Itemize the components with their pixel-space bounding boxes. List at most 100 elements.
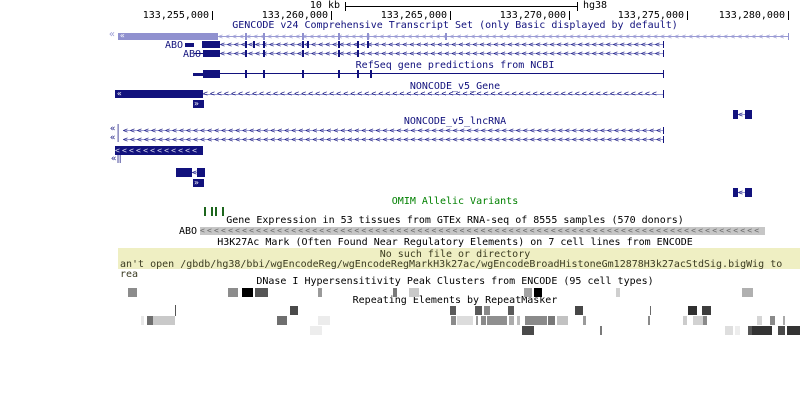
lncrna-2-start-arrow[interactable]: «| xyxy=(110,133,121,143)
repeat-element[interactable] xyxy=(481,316,486,325)
dnase-cluster[interactable] xyxy=(616,288,620,297)
repeat-element[interactable] xyxy=(450,306,456,315)
repeat-element[interactable] xyxy=(688,306,697,315)
dnase-cluster[interactable] xyxy=(128,288,137,297)
omim-variant-tick[interactable] xyxy=(215,207,217,216)
repeat-element[interactable] xyxy=(457,316,473,325)
repeat-element[interactable] xyxy=(648,316,650,325)
dnase-cluster[interactable] xyxy=(318,288,322,297)
ruler-coordinate-label[interactable]: 133,280,000 xyxy=(718,10,785,21)
gene-label-abo-1[interactable]: ABO xyxy=(164,40,183,51)
repeat-element[interactable] xyxy=(752,326,772,335)
lncrna-5-exon[interactable] xyxy=(176,168,192,177)
noncode-right-item-2-intron[interactable]: < xyxy=(738,189,746,196)
refseq-abo-utr[interactable] xyxy=(193,73,203,76)
track-title-refseq[interactable]: RefSeq gene predictions from NCBI xyxy=(355,60,555,71)
repeat-element[interactable] xyxy=(703,316,707,325)
repeat-element[interactable] xyxy=(548,316,555,325)
track-title-dnase[interactable]: DNase I Hypersensitivity Peak Clusters f… xyxy=(256,276,654,287)
noncode-right-item-1-intron[interactable]: < xyxy=(738,111,746,118)
repeat-element[interactable] xyxy=(517,316,520,325)
repeat-element[interactable] xyxy=(583,316,586,325)
lncrna-4-item[interactable]: «‖ xyxy=(111,154,122,164)
repeat-element[interactable] xyxy=(487,316,507,325)
gencode-item-a-exon[interactable] xyxy=(118,33,218,40)
repeat-element[interactable] xyxy=(484,306,490,315)
refseq-abo-intron[interactable] xyxy=(220,73,663,74)
repeat-element[interactable] xyxy=(783,316,785,325)
track-title-gtex[interactable]: Gene Expression in 53 tissues from GTEx … xyxy=(226,215,684,226)
omim-variant-tick[interactable] xyxy=(211,207,213,216)
lncrna-1-start-arrow[interactable]: «| xyxy=(110,124,121,134)
track-title-omim[interactable]: OMIM Allelic Variants xyxy=(391,196,519,207)
gencode-item-a-intron[interactable]: <<<<<<<<<<<<<<<<<<<<<<<<<<<<<<<<<<<<<<<<… xyxy=(218,33,788,40)
ruler-coordinate-label[interactable]: 133,275,000 xyxy=(617,10,684,21)
repeat-element[interactable] xyxy=(557,316,568,325)
dnase-cluster[interactable] xyxy=(393,288,397,297)
dnase-cluster[interactable] xyxy=(242,288,253,297)
repeat-element[interactable] xyxy=(787,326,800,335)
abo-transcript-2-exon[interactable] xyxy=(203,50,220,57)
repeat-element[interactable] xyxy=(451,316,456,325)
ruler-coordinate-label[interactable]: 133,260,000 xyxy=(261,10,328,21)
lncrna-5-intron[interactable]: < xyxy=(192,169,198,176)
gene-label-abo-2[interactable]: ABO xyxy=(182,49,201,60)
abo-transcript-1-exon[interactable] xyxy=(202,41,220,48)
track-title-noncode-gene[interactable]: NONCODE_v5_Gene xyxy=(409,81,501,92)
refseq-abo-exon[interactable] xyxy=(203,70,220,78)
noncode-gene-exon[interactable] xyxy=(115,90,203,98)
dnase-cluster[interactable] xyxy=(228,288,238,297)
track-title-noncode-lncrna[interactable]: NONCODE_v5_lncRNA xyxy=(403,116,507,127)
repeat-element[interactable] xyxy=(153,316,175,325)
repeat-element[interactable] xyxy=(770,316,775,325)
repeat-element[interactable] xyxy=(318,316,330,325)
dnase-cluster[interactable] xyxy=(534,288,542,297)
ruler-coordinate-label[interactable]: 133,270,000 xyxy=(499,10,566,21)
repeat-element[interactable] xyxy=(702,306,711,315)
omim-variant-tick[interactable] xyxy=(204,207,206,216)
dnase-cluster[interactable] xyxy=(524,288,532,297)
repeat-element[interactable] xyxy=(693,316,703,325)
repeat-element[interactable] xyxy=(575,306,583,315)
dnase-cluster[interactable] xyxy=(742,288,753,297)
noncode-gene-item-2[interactable] xyxy=(193,100,204,108)
abo-transcript-2-intron[interactable]: <<<<<<<<<<<<<<<<<<<<<<<<<<<<<<<<<<<<<<<<… xyxy=(220,50,663,57)
gtex-gene-label-abo[interactable]: ABO xyxy=(178,226,197,237)
omim-variant-tick[interactable] xyxy=(222,207,224,216)
repeat-element[interactable] xyxy=(475,306,482,315)
noncode-right-item-1-exon[interactable] xyxy=(733,110,738,119)
lncrna-6-item[interactable] xyxy=(193,179,204,187)
noncode-right-item-1-exon[interactable] xyxy=(745,110,752,119)
repeat-element[interactable] xyxy=(277,316,287,325)
repeat-element[interactable] xyxy=(725,326,733,335)
repeat-element[interactable] xyxy=(508,306,514,315)
noncode-gene-intron[interactable]: <<<<<<<<<<<<<<<<<<<<<<<<<<<<<<<<<<<<<<<<… xyxy=(203,90,663,98)
repeat-element[interactable] xyxy=(175,305,176,316)
dnase-cluster[interactable] xyxy=(409,288,419,297)
ruler-coordinate-label[interactable]: 133,265,000 xyxy=(380,10,447,21)
repeat-element[interactable] xyxy=(310,326,322,335)
repeat-element[interactable] xyxy=(476,316,478,325)
abo-transcript-2-utr[interactable] xyxy=(194,53,203,54)
dnase-cluster[interactable] xyxy=(255,288,268,297)
lncrna-1-intron[interactable]: <<<<<<<<<<<<<<<<<<<<<<<<<<<<<<<<<<<<<<<<… xyxy=(123,127,663,134)
repeat-element[interactable] xyxy=(748,326,752,335)
noncode-right-item-2-exon[interactable] xyxy=(745,188,752,197)
repeat-element[interactable] xyxy=(522,326,534,335)
gtex-abo-expression-bar[interactable]: <<<<<<<<<<<<<<<<<<<<<<<<<<<<<<<<<<<<<<<<… xyxy=(200,227,765,235)
repeat-element[interactable] xyxy=(757,316,762,325)
repeat-element[interactable] xyxy=(141,316,144,325)
abo-transcript-1-utr[interactable] xyxy=(185,43,194,47)
lncrna-5-exon[interactable] xyxy=(197,168,205,177)
repeat-element[interactable] xyxy=(600,326,602,335)
repeat-element[interactable] xyxy=(509,316,514,325)
ruler-coordinate-label[interactable]: 133,255,000 xyxy=(142,10,209,21)
track-title-gencode[interactable]: GENCODE v24 Comprehensive Transcript Set… xyxy=(232,20,678,31)
noncode-right-item-2-exon[interactable] xyxy=(733,188,738,197)
abo-transcript-1-intron[interactable]: <<<<<<<<<<<<<<<<<<<<<<<<<<<<<<<<<<<<<<<<… xyxy=(220,41,663,48)
repeat-element[interactable] xyxy=(683,316,687,325)
repeat-element[interactable] xyxy=(778,326,785,335)
track-title-repeatmasker[interactable]: Repeating Elements by RepeatMasker xyxy=(352,295,558,306)
repeat-element[interactable] xyxy=(290,306,298,315)
repeat-element[interactable] xyxy=(525,316,547,325)
